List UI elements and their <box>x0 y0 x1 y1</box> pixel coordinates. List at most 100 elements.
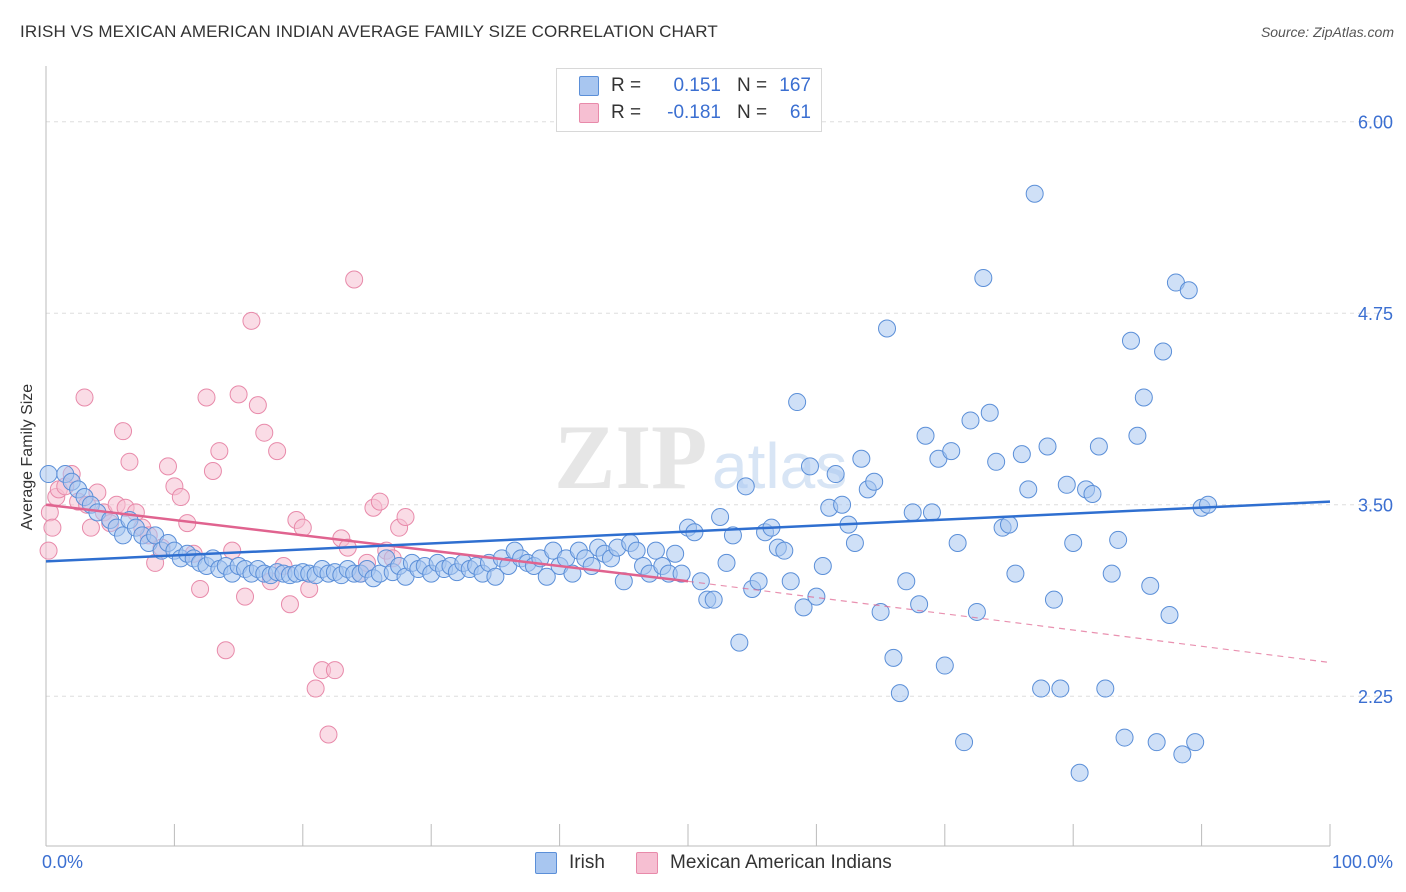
point-mexican-american-indians <box>223 541 242 560</box>
point-irish <box>955 733 974 752</box>
point-irish <box>775 541 794 560</box>
irish-points <box>39 184 1218 782</box>
point-irish <box>1121 331 1140 350</box>
point-irish <box>1154 342 1173 361</box>
point-irish <box>916 426 935 445</box>
point-irish <box>800 457 819 476</box>
point-irish <box>1051 679 1070 698</box>
legend-r-value: -0.181 <box>667 102 721 123</box>
point-irish <box>582 556 601 575</box>
point-mexican-american-indians <box>75 388 94 407</box>
trend-lines <box>45 500 1331 664</box>
watermark: ZIP atlas <box>554 406 847 508</box>
point-irish <box>1089 437 1108 456</box>
gridlines <box>46 121 1392 697</box>
point-irish <box>1109 530 1128 549</box>
point-mexican-american-indians <box>197 388 216 407</box>
point-irish <box>852 449 871 468</box>
point-irish <box>1012 445 1031 464</box>
legend-r-value: 0.151 <box>673 75 721 96</box>
point-irish <box>666 544 685 563</box>
trend-line-irish <box>45 500 1331 563</box>
point-irish <box>646 541 665 560</box>
axes <box>45 66 1331 847</box>
point-mexican-american-indians <box>229 385 248 404</box>
point-mexican-american-indians <box>268 442 287 461</box>
point-irish <box>537 567 556 586</box>
point-irish <box>1083 484 1102 503</box>
point-irish <box>781 572 800 591</box>
legend-row-irish: R = 0.151 N = 167 <box>579 75 811 97</box>
point-irish <box>845 534 864 552</box>
point-irish <box>486 567 505 586</box>
point-mexican-american-indians <box>370 492 389 511</box>
point-irish <box>1044 590 1063 609</box>
point-irish <box>967 602 986 621</box>
point-irish <box>1179 281 1198 300</box>
point-mexican-american-indians <box>345 270 364 289</box>
point-irish <box>890 684 909 703</box>
legend-swatch-mexican <box>579 103 599 123</box>
point-mexican-american-indians <box>325 661 344 680</box>
point-irish <box>1019 480 1038 499</box>
point-irish <box>1006 564 1025 583</box>
bottom-legend-mexican-label: Mexican American Indians <box>670 852 892 873</box>
point-irish <box>1038 437 1057 456</box>
point-irish <box>39 465 58 484</box>
point-irish <box>1025 184 1044 203</box>
point-mexican-american-indians <box>396 507 415 526</box>
point-irish <box>704 590 723 609</box>
point-irish <box>627 541 646 560</box>
legend-r-label: R = <box>611 75 642 96</box>
point-irish <box>980 403 999 422</box>
point-irish <box>717 553 736 572</box>
point-mexican-american-indians <box>255 423 274 442</box>
y-axis-label: Average Family Size <box>19 383 36 531</box>
point-irish <box>794 598 813 617</box>
point-irish <box>935 656 954 675</box>
chart-title: IRISH VS MEXICAN AMERICAN INDIAN AVERAGE… <box>20 22 718 41</box>
legend-n-value: 167 <box>779 75 811 96</box>
point-mexican-american-indians <box>242 311 261 330</box>
point-irish <box>1032 679 1051 698</box>
point-irish <box>788 393 807 412</box>
point-irish <box>884 648 903 667</box>
legend-n-label: N = <box>737 75 768 96</box>
y-tick-label: 4.75 <box>1358 304 1393 324</box>
point-irish <box>723 526 742 545</box>
point-irish <box>987 452 1006 471</box>
bottom-swatch-irish <box>535 852 557 874</box>
x-tick-max: 100.0% <box>1331 852 1393 872</box>
point-mexican-american-indians <box>319 725 338 744</box>
point-irish <box>1147 733 1166 752</box>
point-irish <box>833 495 852 514</box>
point-irish <box>948 534 967 552</box>
point-mexican-american-indians <box>39 541 58 560</box>
point-mexican-american-indians <box>216 641 235 660</box>
point-mexican-american-indians <box>43 518 62 537</box>
point-irish <box>736 477 755 496</box>
bottom-legend-mexican: Mexican American Indians <box>636 852 892 874</box>
point-irish <box>942 442 961 461</box>
point-irish <box>1173 745 1192 764</box>
point-irish <box>1064 534 1083 552</box>
point-mexican-american-indians <box>81 518 100 537</box>
point-mexican-american-indians <box>236 587 255 606</box>
legend-n-value: 61 <box>789 102 811 123</box>
point-mexican-american-indians <box>191 579 210 598</box>
legend-n-label: N = <box>737 102 768 123</box>
point-irish <box>1102 564 1121 583</box>
point-mexican-american-indians <box>158 457 177 476</box>
legend-row-mexican: R = -0.181 N = 61 <box>579 102 811 124</box>
point-mexican-american-indians <box>306 679 325 698</box>
y-tick-labels: 6.00 4.75 3.50 2.25 <box>1358 113 1393 708</box>
trend-line-mexican-extension <box>687 580 1331 664</box>
point-mexican-american-indians <box>203 461 222 480</box>
point-irish <box>1141 576 1160 595</box>
point-irish <box>826 465 845 484</box>
trend-line-mexican <box>45 503 689 583</box>
point-irish <box>1199 495 1218 514</box>
point-irish <box>672 564 691 583</box>
point-mexican-american-indians <box>248 396 267 415</box>
